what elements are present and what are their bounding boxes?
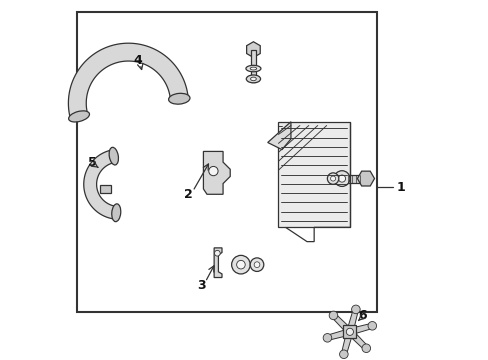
Bar bbox=[346, 175, 363, 183]
Circle shape bbox=[338, 175, 345, 182]
Circle shape bbox=[328, 311, 337, 320]
Text: 1: 1 bbox=[395, 181, 404, 194]
Circle shape bbox=[339, 350, 347, 359]
Ellipse shape bbox=[112, 204, 121, 222]
Circle shape bbox=[254, 262, 259, 267]
Polygon shape bbox=[346, 309, 358, 333]
Circle shape bbox=[361, 344, 370, 352]
Polygon shape bbox=[203, 152, 230, 194]
Text: 3: 3 bbox=[197, 279, 205, 292]
Circle shape bbox=[323, 334, 331, 342]
Bar bbox=[343, 325, 356, 338]
Text: 2: 2 bbox=[183, 188, 192, 201]
Circle shape bbox=[326, 173, 338, 184]
Bar bbox=[77, 12, 376, 312]
Polygon shape bbox=[83, 150, 117, 219]
Ellipse shape bbox=[250, 77, 256, 81]
Ellipse shape bbox=[246, 75, 260, 83]
Circle shape bbox=[333, 171, 349, 186]
Circle shape bbox=[214, 250, 220, 256]
Text: 4: 4 bbox=[133, 54, 142, 67]
Polygon shape bbox=[267, 122, 290, 150]
Bar bbox=[278, 122, 349, 227]
Ellipse shape bbox=[109, 147, 118, 165]
Circle shape bbox=[367, 321, 376, 330]
Ellipse shape bbox=[168, 93, 190, 104]
Circle shape bbox=[250, 258, 263, 271]
Ellipse shape bbox=[250, 67, 256, 70]
Polygon shape bbox=[348, 323, 372, 335]
Circle shape bbox=[351, 305, 360, 314]
Text: 6: 6 bbox=[357, 309, 366, 322]
Polygon shape bbox=[331, 314, 351, 334]
Circle shape bbox=[231, 255, 250, 274]
Circle shape bbox=[208, 166, 218, 176]
Polygon shape bbox=[214, 248, 222, 278]
Polygon shape bbox=[347, 329, 367, 350]
Polygon shape bbox=[326, 329, 350, 340]
Circle shape bbox=[236, 260, 244, 269]
Circle shape bbox=[330, 176, 335, 181]
Ellipse shape bbox=[68, 111, 89, 122]
Bar bbox=[250, 50, 255, 82]
Bar bbox=[100, 185, 110, 193]
Polygon shape bbox=[68, 43, 188, 119]
Text: 5: 5 bbox=[88, 156, 97, 169]
Polygon shape bbox=[341, 331, 352, 355]
Circle shape bbox=[346, 328, 353, 336]
Ellipse shape bbox=[245, 65, 261, 72]
